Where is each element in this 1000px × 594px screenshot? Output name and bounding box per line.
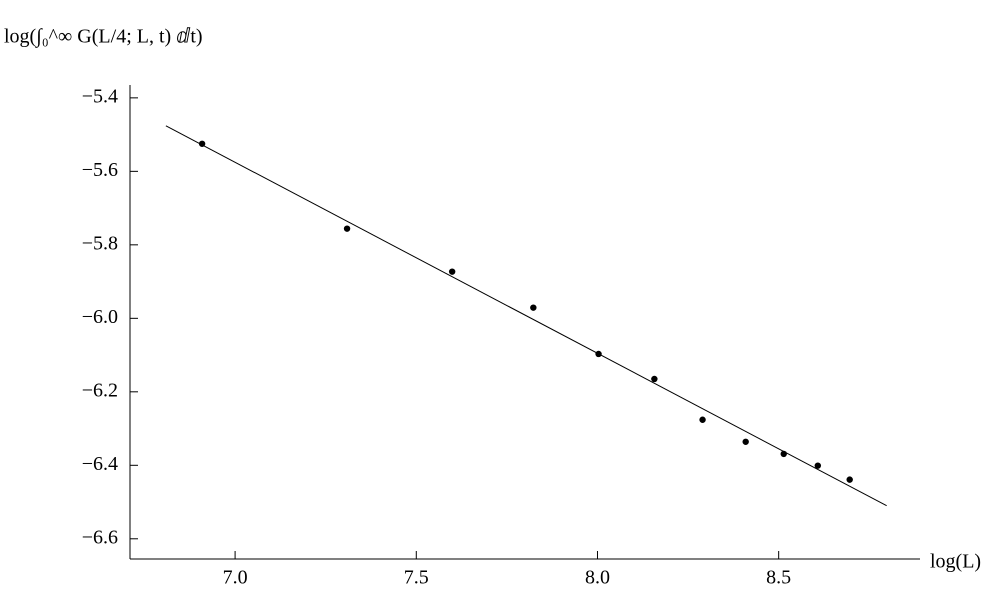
fit-line [165, 125, 887, 507]
point [780, 450, 787, 458]
point [651, 375, 658, 383]
point [814, 462, 822, 469]
y-tick-label: −6.2 [82, 379, 118, 401]
x-tick-label: 8.0 [585, 567, 610, 589]
y-tick-label: −6.0 [82, 306, 118, 328]
point [530, 304, 537, 311]
y-tick-label: −5.4 [82, 85, 118, 107]
point [448, 268, 456, 275]
point [846, 476, 853, 483]
x-tick-label: 8.5 [766, 567, 791, 589]
point [595, 350, 602, 358]
y-tick-label: −5.6 [82, 159, 118, 181]
x-tick-label: 7.0 [223, 567, 248, 589]
y-axis-label: log(∫₀^∞ G(L/4; L, t) ⅆt) [4, 26, 203, 49]
point [742, 438, 749, 445]
point [343, 225, 351, 232]
point [699, 416, 706, 423]
x-axis-label: log(L) [930, 551, 981, 573]
point [198, 140, 206, 147]
x-tick-label: 7.5 [404, 567, 429, 589]
y-tick-label: −5.8 [82, 232, 118, 254]
y-tick-label: −6.4 [82, 453, 118, 475]
y-tick-label: −6.6 [82, 526, 118, 548]
